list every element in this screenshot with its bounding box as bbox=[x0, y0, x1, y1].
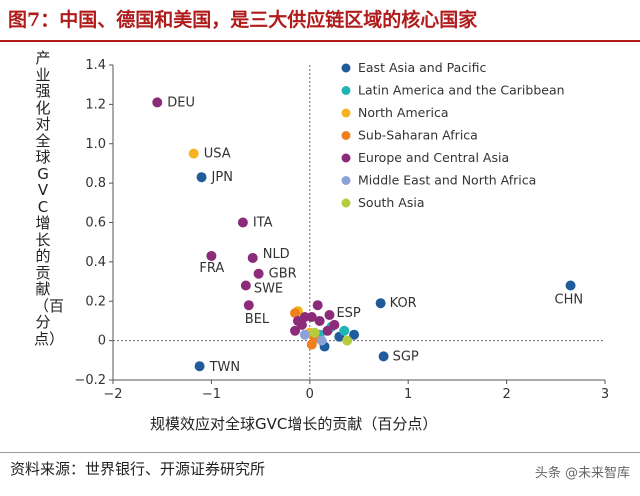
legend-entry: Sub-Saharan Africa bbox=[358, 128, 478, 143]
legend-entry: Europe and Central Asia bbox=[358, 150, 509, 165]
point-label-deu: DEU bbox=[167, 95, 195, 110]
legend-entry: South Asia bbox=[358, 195, 425, 210]
source-note: 资料来源：世界银行、开源证券研究所 bbox=[10, 460, 266, 478]
data-point bbox=[316, 335, 327, 346]
point-label-swe: SWE bbox=[254, 282, 283, 297]
data-point bbox=[342, 335, 353, 346]
y-tick-label: 0.4 bbox=[85, 255, 106, 270]
data-point bbox=[306, 339, 317, 350]
point-sgp bbox=[378, 351, 389, 362]
title-divider bbox=[0, 40, 640, 42]
legend-entry: Middle East and North Africa bbox=[358, 173, 536, 188]
point-chn bbox=[565, 280, 576, 291]
data-point bbox=[290, 308, 301, 319]
data-point bbox=[329, 319, 340, 330]
point-ita bbox=[237, 217, 248, 228]
data-point bbox=[309, 327, 320, 338]
point-swe bbox=[240, 280, 251, 291]
legend-marker bbox=[341, 198, 351, 208]
chart-legend: East Asia and Pacific Latin America and t… bbox=[341, 60, 565, 210]
legend-entry: North America bbox=[358, 105, 449, 120]
data-point bbox=[312, 300, 323, 311]
x-tick-labels: −2 −1 0 1 2 3 bbox=[103, 380, 609, 402]
y-tick-label: −0.2 bbox=[74, 373, 106, 388]
point-fra bbox=[206, 250, 217, 261]
point-label-chn: CHN bbox=[555, 293, 584, 308]
point-label-jpn: JPN bbox=[211, 170, 233, 185]
watermark: 头条 @未来智库 bbox=[534, 466, 630, 481]
x-axis-label: 规模效应对全球GVC增长的贡献（百分点） bbox=[150, 415, 438, 433]
y-tick-label: 1.0 bbox=[85, 137, 106, 152]
point-label-fra: FRA bbox=[199, 261, 224, 276]
y-tick-label: 0.6 bbox=[85, 216, 106, 231]
point-kor bbox=[375, 298, 386, 309]
legend-marker bbox=[341, 153, 351, 163]
y-tick-label: 0.2 bbox=[85, 294, 106, 309]
point-usa bbox=[188, 148, 199, 159]
x-tick-label: −1 bbox=[202, 387, 221, 402]
point-twn bbox=[194, 361, 205, 372]
point-bel bbox=[243, 300, 254, 311]
point-jpn bbox=[196, 172, 207, 183]
x-tick-label: 1 bbox=[404, 387, 412, 402]
data-point bbox=[314, 315, 325, 326]
legend-marker bbox=[341, 131, 351, 140]
legend-marker bbox=[341, 86, 351, 95]
point-label-sgp: SGP bbox=[393, 349, 419, 364]
y-tick-label: 0 bbox=[98, 334, 106, 349]
x-tick-label: 2 bbox=[502, 387, 510, 402]
data-point bbox=[322, 325, 333, 336]
data-point bbox=[292, 315, 303, 326]
data-point bbox=[290, 325, 301, 336]
point-gbr bbox=[253, 268, 264, 279]
legend-marker bbox=[341, 176, 351, 185]
data-point bbox=[339, 325, 350, 336]
point-label-usa: USA bbox=[204, 147, 231, 162]
x-tick-label: 3 bbox=[601, 387, 609, 402]
point-nld bbox=[247, 252, 258, 263]
point-label-gbr: GBR bbox=[269, 267, 297, 282]
x-tick-label: −2 bbox=[103, 387, 122, 402]
scatter-chart: −2 −1 0 1 2 3 −0.2 0 0.2 0.4 0.6 0.8 1.0 1.2 1.4 JPN K… bbox=[74, 58, 609, 402]
page-title: 图7：中国、德国和美国，是三大供应链区域的核心国家 bbox=[8, 9, 478, 31]
point-label-twn: TWN bbox=[209, 360, 241, 375]
y-tick-labels: −0.2 0 0.2 0.4 0.6 0.8 1.0 1.2 1.4 bbox=[74, 58, 113, 388]
y-tick-label: 1.4 bbox=[85, 58, 106, 73]
point-deu bbox=[152, 97, 163, 108]
point-esp bbox=[324, 310, 335, 321]
data-point bbox=[299, 329, 310, 340]
legend-entry: Latin America and the Caribbean bbox=[358, 83, 565, 98]
x-tick-label: 0 bbox=[306, 387, 314, 402]
point-label-ita: ITA bbox=[253, 216, 273, 231]
point-label-bel: BEL bbox=[245, 312, 270, 327]
legend-entry: East Asia and Pacific bbox=[358, 60, 486, 75]
data-point bbox=[349, 329, 360, 340]
legend-marker bbox=[341, 108, 351, 118]
legend-marker bbox=[341, 63, 351, 73]
y-tick-label: 0.8 bbox=[85, 176, 106, 191]
point-label-esp: ESP bbox=[336, 306, 360, 321]
y-axis-label: 产业强化对全球GVC增长的贡献（百分点） bbox=[34, 49, 65, 348]
y-tick-label: 1.2 bbox=[85, 97, 106, 112]
data-points bbox=[152, 97, 576, 372]
data-point bbox=[306, 312, 317, 322]
footer-divider bbox=[0, 452, 640, 453]
point-label-nld: NLD bbox=[263, 247, 290, 262]
point-label-kor: KOR bbox=[390, 296, 417, 311]
